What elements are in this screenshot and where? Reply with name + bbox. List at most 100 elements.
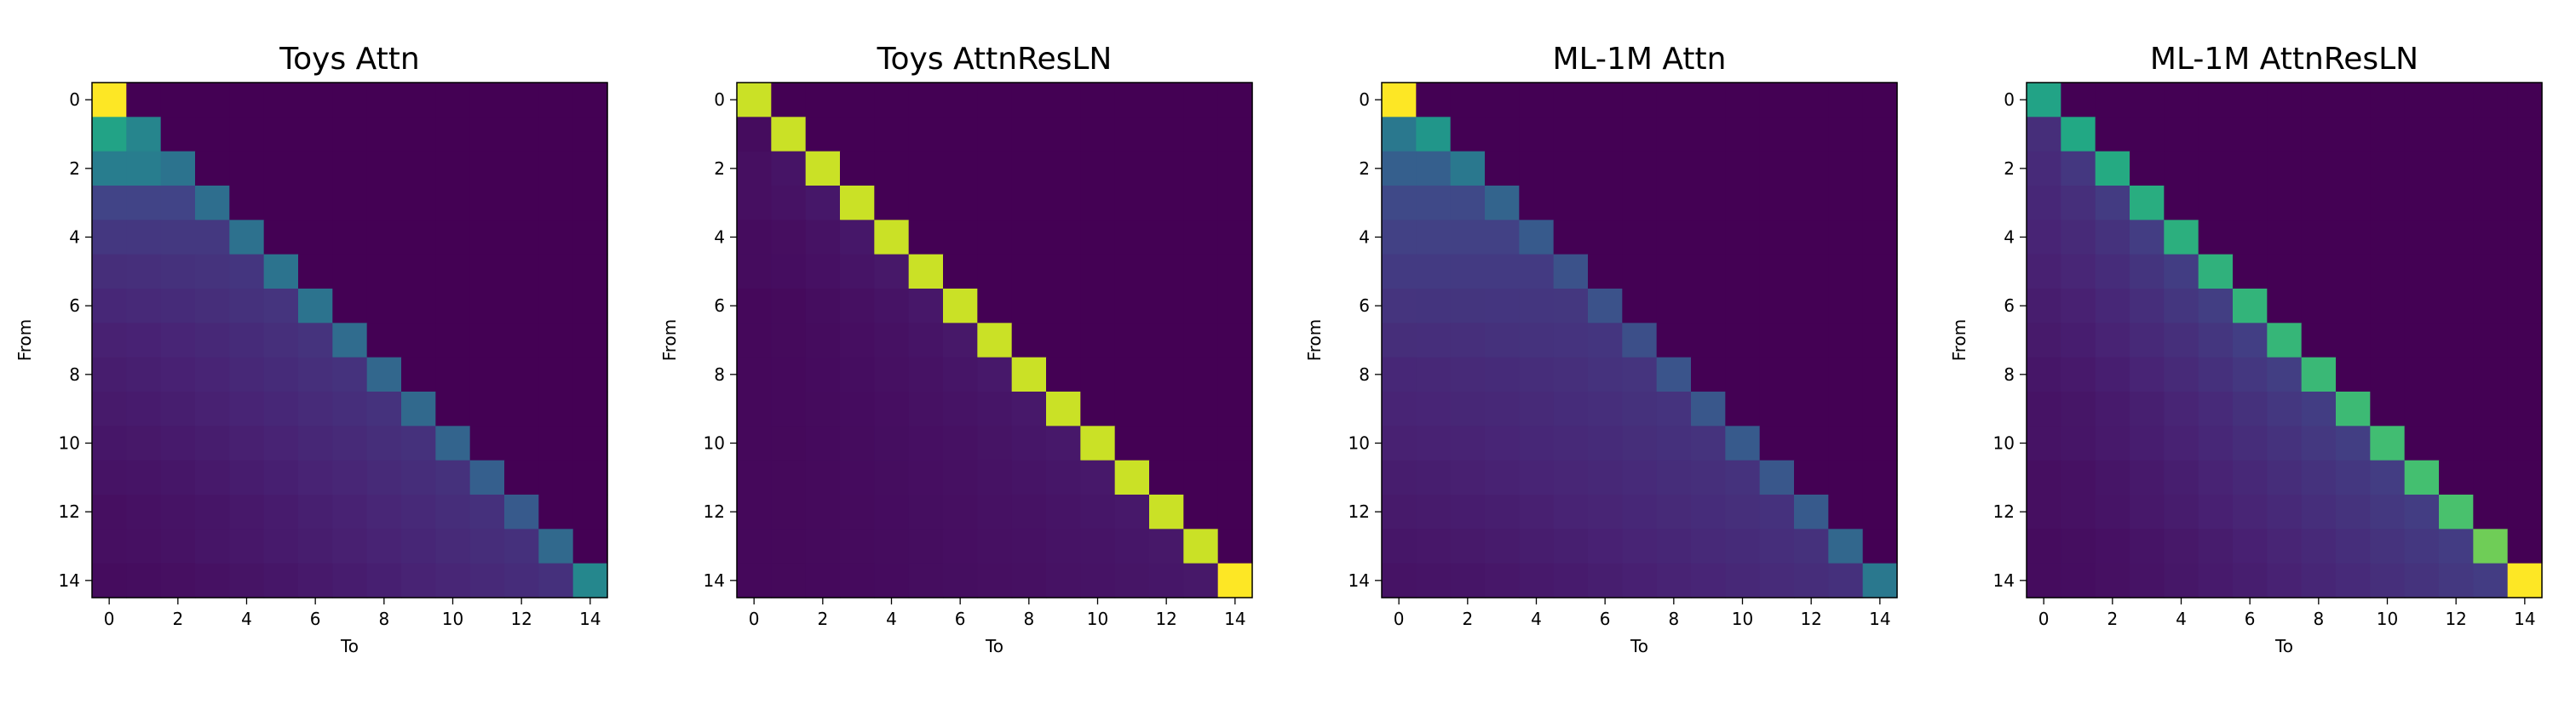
heatmap-cell-13-10 bbox=[2370, 529, 2406, 564]
heatmap-cell-2-13 bbox=[1828, 151, 1864, 186]
heatmap-cell-10-1 bbox=[1416, 426, 1452, 461]
y-tick-label: 4 bbox=[69, 227, 80, 248]
heatmap-cell-7-4 bbox=[1519, 323, 1555, 358]
heatmap-cell-13-14 bbox=[572, 529, 608, 564]
heatmap-cell-11-3 bbox=[195, 460, 230, 495]
heatmap-cell-6-3 bbox=[2130, 289, 2165, 324]
heatmap-cell-3-12 bbox=[2439, 186, 2474, 220]
heatmap-cell-11-0 bbox=[1382, 460, 1417, 495]
heatmap-cell-5-7 bbox=[2267, 254, 2303, 289]
heatmap-cell-11-4 bbox=[2164, 460, 2199, 495]
heatmap-cell-12-8 bbox=[366, 495, 402, 530]
heatmap-cell-11-10 bbox=[435, 460, 471, 495]
heatmap-cell-13-7 bbox=[332, 529, 368, 564]
heatmap-cell-2-5 bbox=[2198, 151, 2234, 186]
heatmap-cell-11-14 bbox=[1217, 460, 1253, 495]
heatmap-cell-1-7 bbox=[977, 117, 1013, 152]
heatmap-cell-12-7 bbox=[332, 495, 368, 530]
heatmap-cell-6-11 bbox=[1759, 289, 1795, 324]
heatmap-cell-4-6 bbox=[2233, 220, 2268, 255]
heatmap-cell-12-5 bbox=[1553, 495, 1589, 530]
heatmap-cell-8-2 bbox=[2095, 357, 2130, 392]
heatmap-cell-10-6 bbox=[1588, 426, 1623, 461]
heatmap-cell-11-9 bbox=[1691, 460, 1726, 495]
heatmap-cell-1-0 bbox=[2027, 117, 2061, 152]
x-tick-label: 6 bbox=[310, 609, 321, 629]
heatmap-cell-3-2 bbox=[2095, 186, 2130, 220]
heatmap-cell-11-14 bbox=[2507, 460, 2543, 495]
heatmap-cell-12-8 bbox=[1656, 495, 1692, 530]
heatmap-cell-5-7 bbox=[332, 254, 368, 289]
x-tick-label: 2 bbox=[172, 609, 183, 629]
heatmap-cell-9-12 bbox=[2439, 392, 2474, 427]
heatmap-cell-12-14 bbox=[1862, 495, 1898, 530]
heatmap-cell-13-12 bbox=[504, 529, 539, 564]
heatmap-cell-2-13 bbox=[1183, 151, 1219, 186]
heatmap-cell-6-2 bbox=[2095, 289, 2130, 324]
heatmap-cell-4-8 bbox=[2301, 220, 2337, 255]
heatmap-cell-11-9 bbox=[2336, 460, 2371, 495]
heatmap-cell-6-8 bbox=[1656, 289, 1692, 324]
heatmap-cell-7-9 bbox=[1691, 323, 1726, 358]
heatmap-cell-3-11 bbox=[1114, 186, 1150, 220]
heatmap-cell-1-13 bbox=[538, 117, 574, 152]
heatmap-cell-8-11 bbox=[1759, 357, 1795, 392]
heatmap-cell-9-10 bbox=[2370, 392, 2406, 427]
heatmap-cell-14-1 bbox=[771, 563, 807, 598]
heatmap-cell-5-13 bbox=[1828, 254, 1864, 289]
heatmap-cell-10-12 bbox=[2439, 426, 2474, 461]
heatmap-cell-7-2 bbox=[160, 323, 196, 358]
heatmap-cell-3-13 bbox=[1828, 186, 1864, 220]
heatmap-cell-10-2 bbox=[1450, 426, 1486, 461]
heatmap-cell-1-2 bbox=[2095, 117, 2130, 152]
heatmap-cell-5-0 bbox=[1382, 254, 1417, 289]
heatmap-cell-5-0 bbox=[737, 254, 772, 289]
heatmap-cell-11-12 bbox=[1149, 460, 1184, 495]
heatmap-cell-8-9 bbox=[1046, 357, 1081, 392]
heatmap-cell-0-0 bbox=[92, 83, 127, 117]
heatmap-cell-5-10 bbox=[435, 254, 471, 289]
heatmap-cell-2-2 bbox=[160, 151, 196, 186]
x-tick-label: 4 bbox=[1531, 609, 1542, 629]
heatmap-cell-11-7 bbox=[977, 460, 1013, 495]
heatmap-cell-5-5 bbox=[1553, 254, 1589, 289]
heatmap-cell-7-8 bbox=[1011, 323, 1047, 358]
heatmap-cell-3-1 bbox=[126, 186, 162, 220]
heatmap-cell-14-6 bbox=[2233, 563, 2268, 598]
heatmap-cell-0-5 bbox=[2198, 83, 2234, 117]
heatmap-cell-4-12 bbox=[1794, 220, 1829, 255]
heatmap-cell-4-4 bbox=[874, 220, 910, 255]
heatmap-cell-5-6 bbox=[1588, 254, 1623, 289]
heatmap-cell-7-6 bbox=[2233, 323, 2268, 358]
heatmap-cell-14-10 bbox=[435, 563, 471, 598]
heatmap-cell-8-6 bbox=[2233, 357, 2268, 392]
heatmap-cell-0-3 bbox=[195, 83, 230, 117]
heatmap-cell-14-12 bbox=[504, 563, 539, 598]
heatmap-cell-8-10 bbox=[435, 357, 471, 392]
heatmap-cell-13-2 bbox=[2095, 529, 2130, 564]
heatmap-cell-8-6 bbox=[298, 357, 333, 392]
heatmap-cell-5-7 bbox=[1622, 254, 1658, 289]
heatmap-cell-9-9 bbox=[2336, 392, 2371, 427]
heatmap-cell-5-11 bbox=[1114, 254, 1150, 289]
heatmap-cell-9-8 bbox=[2301, 392, 2337, 427]
plot-frame bbox=[2026, 82, 2543, 598]
heatmap-cell-8-2 bbox=[160, 357, 196, 392]
heatmap-cell-13-6 bbox=[2233, 529, 2268, 564]
heatmap-cell-10-4 bbox=[1519, 426, 1555, 461]
heatmap-cell-10-7 bbox=[1622, 426, 1658, 461]
heatmap-cell-3-11 bbox=[469, 186, 505, 220]
heatmap-cell-7-6 bbox=[298, 323, 333, 358]
heatmap-cell-0-1 bbox=[771, 83, 807, 117]
x-tick-label: 0 bbox=[749, 609, 760, 629]
heatmap-cell-6-10 bbox=[1725, 289, 1761, 324]
heatmap-cell-5-12 bbox=[2439, 254, 2474, 289]
heatmap-cell-11-3 bbox=[840, 460, 875, 495]
heatmap-cell-3-3 bbox=[2130, 186, 2165, 220]
heatmap-cell-10-5 bbox=[263, 426, 299, 461]
heatmap-cell-1-2 bbox=[805, 117, 841, 152]
heatmap-cell-10-14 bbox=[1862, 426, 1898, 461]
heatmap-cell-14-8 bbox=[1011, 563, 1047, 598]
heatmap-cell-4-5 bbox=[1553, 220, 1589, 255]
heatmap-cell-1-11 bbox=[469, 117, 505, 152]
